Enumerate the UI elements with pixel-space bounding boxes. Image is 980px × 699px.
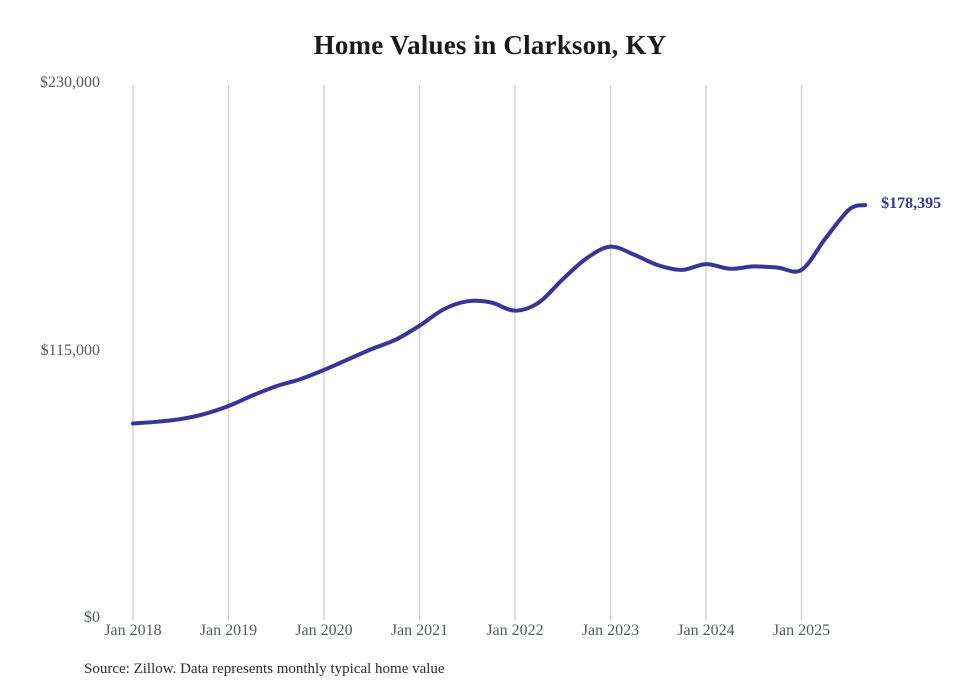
series-group [131, 203, 868, 426]
source-note: Source: Zillow. Data represents monthly … [84, 661, 445, 677]
x-tick-label: Jan 2021 [390, 622, 449, 639]
end-value-annotation: $178,395 [881, 195, 942, 213]
series-line-typical-home-value [131, 203, 868, 426]
x-tick-label: Jan 2024 [677, 622, 735, 639]
x-tick-label: Jan 2025 [772, 622, 831, 639]
x-tick-label: Jan 2020 [295, 622, 353, 639]
x-tick-label: Jan 2018 [104, 622, 162, 639]
x-tick-label: Jan 2019 [199, 622, 258, 639]
x-tick-label: Jan 2023 [581, 622, 640, 639]
y-tick-label: $230,000 [40, 74, 100, 91]
y-tick-label: $115,000 [40, 341, 100, 359]
gridlines-group [132, 85, 803, 620]
x-tick-label: Jan 2022 [486, 622, 544, 639]
page-title: Home Values in Clarkson, KY [313, 30, 667, 60]
y-tick-label: $0 [84, 609, 100, 626]
